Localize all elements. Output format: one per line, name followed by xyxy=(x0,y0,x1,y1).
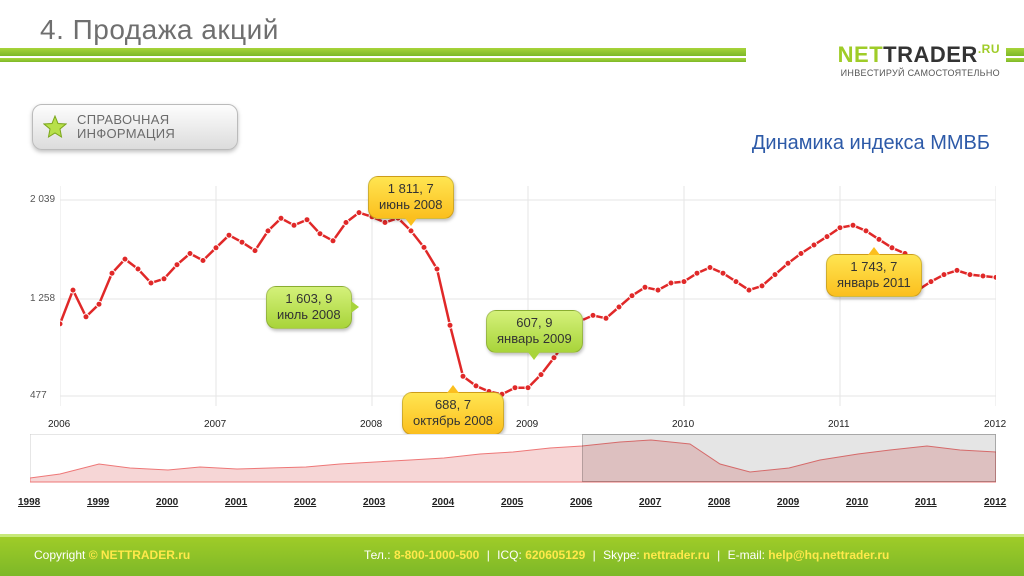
skype-value: nettrader.ru xyxy=(643,548,710,562)
copyright-label: Copyright xyxy=(34,548,85,562)
brand-logo: NETTRADER.RU ИНВЕСТИРУЙ САМОСТОЯТЕЛЬНО xyxy=(746,38,1006,88)
mini-x-label: 1998 xyxy=(18,497,40,508)
mini-x-label: 2007 xyxy=(639,497,661,508)
reference-info-label: СПРАВОЧНАЯ ИНФОРМАЦИЯ xyxy=(77,113,175,141)
mini-x-label: 2009 xyxy=(777,497,799,508)
callout-c5: 1 743, 7январь 2011 xyxy=(826,254,922,297)
y-axis-label: 2 039 xyxy=(30,194,55,205)
title-text: Продажа акций xyxy=(73,14,279,45)
x-axis-label: 2009 xyxy=(516,419,538,430)
x-axis-label: 2010 xyxy=(672,419,694,430)
callout-value: 1 811, 7 xyxy=(379,181,443,197)
logo-net: NET xyxy=(838,42,884,67)
mini-x-label: 2001 xyxy=(225,497,247,508)
mini-x-label: 2000 xyxy=(156,497,178,508)
mini-x-label: 2004 xyxy=(432,497,454,508)
mini-x-label: 2011 xyxy=(915,497,937,508)
header: 4. Продажа акций NETTRADER.RU ИНВЕСТИРУЙ… xyxy=(0,0,1024,84)
tel-value: 8-800-1000-500 xyxy=(394,548,479,562)
callout-value: 1 743, 7 xyxy=(837,259,911,275)
mini-x-label: 2005 xyxy=(501,497,523,508)
callout-date: июль 2008 xyxy=(277,307,341,323)
mini-x-label: 2012 xyxy=(984,497,1006,508)
chart-title: Динамика индекса ММВБ xyxy=(752,132,990,155)
callout-c1: 1 811, 7июнь 2008 xyxy=(368,176,454,219)
logo-trader: TRADER xyxy=(883,42,978,67)
callout-value: 607, 9 xyxy=(497,315,572,331)
y-axis-label: 477 xyxy=(30,390,47,401)
callout-date: октябрь 2008 xyxy=(413,413,493,429)
tel-label: Тел.: xyxy=(364,548,391,562)
email-label: E-mail: xyxy=(728,548,765,562)
callout-value: 1 603, 9 xyxy=(277,291,341,307)
mini-x-label: 2008 xyxy=(708,497,730,508)
y-axis-label: 1 258 xyxy=(30,293,55,304)
callout-date: июнь 2008 xyxy=(379,197,443,213)
footer: Copyright © NETTRADER.ru Тел.: 8-800-100… xyxy=(0,534,1024,576)
mini-x-label: 1999 xyxy=(87,497,109,508)
callout-date: январь 2009 xyxy=(497,331,572,347)
footer-contacts: Тел.: 8-800-1000-500 | ICQ: 620605129 | … xyxy=(364,548,889,562)
callout-value: 688, 7 xyxy=(413,397,493,413)
logo-ru: .RU xyxy=(978,42,1000,56)
callout-c4: 607, 9январь 2009 xyxy=(486,310,583,353)
x-axis-label: 2008 xyxy=(360,419,382,430)
mini-x-label: 2003 xyxy=(363,497,385,508)
brand-tagline: ИНВЕСТИРУЙ САМОСТОЯТЕЛЬНО xyxy=(746,68,1000,78)
reference-info-line2: ИНФОРМАЦИЯ xyxy=(77,127,175,141)
icq-value: 620605129 xyxy=(525,548,585,562)
page-title: 4. Продажа акций xyxy=(40,14,279,46)
mini-range-overlay[interactable] xyxy=(582,434,996,482)
main-chart: 4771 2582 039 20062007200820092010201120… xyxy=(30,176,996,416)
brand-logo-text: NETTRADER.RU xyxy=(746,42,1000,68)
skype-label: Skype: xyxy=(603,548,640,562)
mini-x-label: 2010 xyxy=(846,497,868,508)
footer-copyright: Copyright © NETTRADER.ru xyxy=(34,548,190,562)
reference-info-line1: СПРАВОЧНАЯ xyxy=(77,113,175,127)
email-value: help@hq.nettrader.ru xyxy=(768,548,889,562)
x-axis-label: 2006 xyxy=(48,419,70,430)
mini-x-label: 2002 xyxy=(294,497,316,508)
title-number: 4. xyxy=(40,14,64,45)
copyright-brand: © NETTRADER.ru xyxy=(89,548,191,562)
mini-chart: 1998199920002001200220032004200520062007… xyxy=(30,434,996,494)
x-axis-label: 2012 xyxy=(984,419,1006,430)
x-axis-label: 2007 xyxy=(204,419,226,430)
star-icon xyxy=(43,115,67,139)
icq-label: ICQ: xyxy=(497,548,522,562)
mini-x-label: 2006 xyxy=(570,497,592,508)
callout-c2: 1 603, 9июль 2008 xyxy=(266,286,352,329)
callout-c3: 688, 7октябрь 2008 xyxy=(402,392,504,435)
x-axis-label: 2011 xyxy=(828,419,850,430)
reference-info-button[interactable]: СПРАВОЧНАЯ ИНФОРМАЦИЯ xyxy=(32,104,238,150)
callout-date: январь 2011 xyxy=(837,275,911,291)
